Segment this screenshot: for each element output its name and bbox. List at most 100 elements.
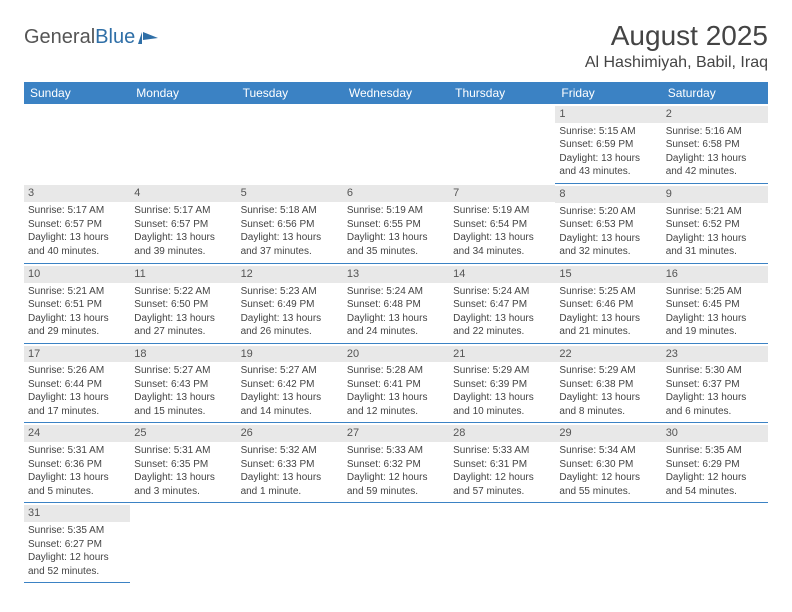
daylight-text: Daylight: 13 hours	[453, 312, 551, 326]
sunrise-text: Sunrise: 5:20 AM	[559, 205, 657, 219]
calendar-table: SundayMondayTuesdayWednesdayThursdayFrid…	[24, 82, 768, 583]
day-number: 9	[662, 186, 768, 203]
calendar-day-cell: 11Sunrise: 5:22 AMSunset: 6:50 PMDayligh…	[130, 263, 236, 343]
day-number: 10	[24, 266, 130, 283]
logo-text-1: General	[24, 26, 95, 49]
calendar-day-cell: 19Sunrise: 5:27 AMSunset: 6:42 PMDayligh…	[237, 343, 343, 423]
sunrise-text: Sunrise: 5:25 AM	[666, 285, 764, 299]
daylight-text: Daylight: 13 hours	[453, 391, 551, 405]
day-number: 20	[343, 346, 449, 363]
daylight-text: and 59 minutes.	[347, 485, 445, 499]
sunset-text: Sunset: 6:45 PM	[666, 298, 764, 312]
sunset-text: Sunset: 6:36 PM	[28, 458, 126, 472]
day-number: 24	[24, 425, 130, 442]
sunset-text: Sunset: 6:37 PM	[666, 378, 764, 392]
daylight-text: and 55 minutes.	[559, 485, 657, 499]
sunrise-text: Sunrise: 5:16 AM	[666, 125, 764, 139]
daylight-text: Daylight: 13 hours	[347, 231, 445, 245]
day-number: 1	[555, 106, 661, 123]
sunset-text: Sunset: 6:44 PM	[28, 378, 126, 392]
daylight-text: and 22 minutes.	[453, 325, 551, 339]
sunrise-text: Sunrise: 5:25 AM	[559, 285, 657, 299]
daylight-text: Daylight: 13 hours	[134, 391, 232, 405]
sunrise-text: Sunrise: 5:30 AM	[666, 364, 764, 378]
calendar-empty-cell	[237, 104, 343, 183]
sunrise-text: Sunrise: 5:35 AM	[666, 444, 764, 458]
daylight-text: and 54 minutes.	[666, 485, 764, 499]
calendar-empty-cell	[449, 503, 555, 583]
daylight-text: and 6 minutes.	[666, 405, 764, 419]
calendar-day-cell: 28Sunrise: 5:33 AMSunset: 6:31 PMDayligh…	[449, 423, 555, 503]
sunset-text: Sunset: 6:47 PM	[453, 298, 551, 312]
calendar-week-row: 1Sunrise: 5:15 AMSunset: 6:59 PMDaylight…	[24, 104, 768, 183]
logo-flag-icon	[138, 30, 160, 46]
day-number: 25	[130, 425, 236, 442]
daylight-text: Daylight: 12 hours	[347, 471, 445, 485]
sunrise-text: Sunrise: 5:15 AM	[559, 125, 657, 139]
daylight-text: and 57 minutes.	[453, 485, 551, 499]
calendar-day-cell: 18Sunrise: 5:27 AMSunset: 6:43 PMDayligh…	[130, 343, 236, 423]
day-number: 13	[343, 266, 449, 283]
daylight-text: Daylight: 13 hours	[559, 312, 657, 326]
calendar-day-cell: 22Sunrise: 5:29 AMSunset: 6:38 PMDayligh…	[555, 343, 661, 423]
sunset-text: Sunset: 6:52 PM	[666, 218, 764, 232]
calendar-day-cell: 15Sunrise: 5:25 AMSunset: 6:46 PMDayligh…	[555, 263, 661, 343]
sunset-text: Sunset: 6:32 PM	[347, 458, 445, 472]
sunrise-text: Sunrise: 5:24 AM	[453, 285, 551, 299]
calendar-body: 1Sunrise: 5:15 AMSunset: 6:59 PMDaylight…	[24, 104, 768, 583]
day-number: 2	[662, 106, 768, 123]
day-number: 6	[343, 185, 449, 202]
calendar-day-cell: 20Sunrise: 5:28 AMSunset: 6:41 PMDayligh…	[343, 343, 449, 423]
daylight-text: and 26 minutes.	[241, 325, 339, 339]
sunset-text: Sunset: 6:51 PM	[28, 298, 126, 312]
calendar-empty-cell	[343, 503, 449, 583]
sunrise-text: Sunrise: 5:31 AM	[134, 444, 232, 458]
daylight-text: and 12 minutes.	[347, 405, 445, 419]
sunrise-text: Sunrise: 5:17 AM	[134, 204, 232, 218]
calendar-day-cell: 4Sunrise: 5:17 AMSunset: 6:57 PMDaylight…	[130, 183, 236, 263]
day-number: 17	[24, 346, 130, 363]
calendar-day-cell: 30Sunrise: 5:35 AMSunset: 6:29 PMDayligh…	[662, 423, 768, 503]
calendar-day-cell: 14Sunrise: 5:24 AMSunset: 6:47 PMDayligh…	[449, 263, 555, 343]
daylight-text: and 42 minutes.	[666, 165, 764, 179]
sunrise-text: Sunrise: 5:34 AM	[559, 444, 657, 458]
sunset-text: Sunset: 6:29 PM	[666, 458, 764, 472]
calendar-empty-cell	[662, 503, 768, 583]
day-number: 4	[130, 185, 236, 202]
sunset-text: Sunset: 6:57 PM	[28, 218, 126, 232]
calendar-day-cell: 12Sunrise: 5:23 AMSunset: 6:49 PMDayligh…	[237, 263, 343, 343]
day-number: 26	[237, 425, 343, 442]
calendar-empty-cell	[130, 104, 236, 183]
day-number: 18	[130, 346, 236, 363]
daylight-text: Daylight: 12 hours	[28, 551, 126, 565]
daylight-text: Daylight: 13 hours	[28, 231, 126, 245]
sunrise-text: Sunrise: 5:28 AM	[347, 364, 445, 378]
day-number: 12	[237, 266, 343, 283]
daylight-text: and 31 minutes.	[666, 245, 764, 259]
sunset-text: Sunset: 6:49 PM	[241, 298, 339, 312]
daylight-text: Daylight: 13 hours	[241, 391, 339, 405]
daylight-text: and 52 minutes.	[28, 565, 126, 579]
daylight-text: and 40 minutes.	[28, 245, 126, 259]
sunset-text: Sunset: 6:54 PM	[453, 218, 551, 232]
calendar-day-cell: 24Sunrise: 5:31 AMSunset: 6:36 PMDayligh…	[24, 423, 130, 503]
daylight-text: Daylight: 13 hours	[347, 391, 445, 405]
sunrise-text: Sunrise: 5:32 AM	[241, 444, 339, 458]
daylight-text: and 34 minutes.	[453, 245, 551, 259]
sunrise-text: Sunrise: 5:33 AM	[347, 444, 445, 458]
daylight-text: Daylight: 13 hours	[453, 231, 551, 245]
sunrise-text: Sunrise: 5:22 AM	[134, 285, 232, 299]
sunset-text: Sunset: 6:30 PM	[559, 458, 657, 472]
day-number: 15	[555, 266, 661, 283]
calendar-day-cell: 9 Sunrise: 5:21 AMSunset: 6:52 PMDaylight…	[662, 183, 768, 263]
daylight-text: Daylight: 13 hours	[666, 232, 764, 246]
day-header-row: SundayMondayTuesdayWednesdayThursdayFrid…	[24, 82, 768, 104]
day-number: 16	[662, 266, 768, 283]
calendar-day-cell: 21Sunrise: 5:29 AMSunset: 6:39 PMDayligh…	[449, 343, 555, 423]
sunrise-text: Sunrise: 5:21 AM	[666, 205, 764, 219]
daylight-text: Daylight: 13 hours	[134, 231, 232, 245]
daylight-text: Daylight: 13 hours	[241, 231, 339, 245]
day-number: 23	[662, 346, 768, 363]
daylight-text: and 19 minutes.	[666, 325, 764, 339]
daylight-text: Daylight: 13 hours	[241, 471, 339, 485]
